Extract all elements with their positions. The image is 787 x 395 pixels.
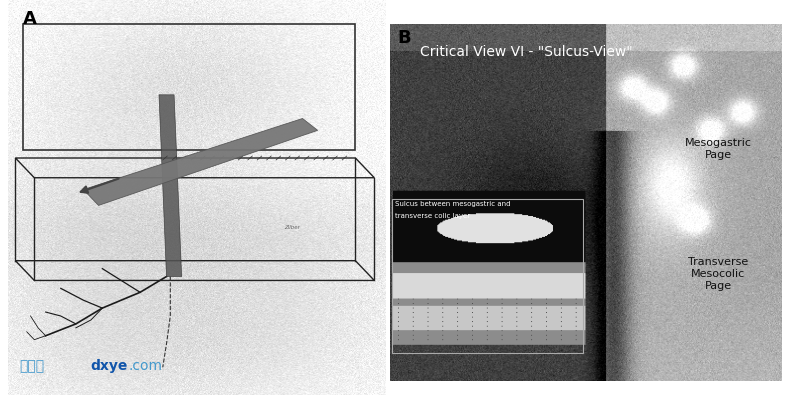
- Text: Transverse
Mesocolic
Page: Transverse Mesocolic Page: [689, 257, 748, 291]
- Text: B: B: [397, 29, 411, 47]
- Polygon shape: [83, 118, 318, 205]
- Text: 丁香叶: 丁香叶: [20, 359, 45, 373]
- Bar: [391, 199, 583, 353]
- Text: .com: .com: [128, 359, 162, 373]
- Text: Mesogastric
Page: Mesogastric Page: [685, 138, 752, 160]
- Text: transverse colic layer: transverse colic layer: [395, 213, 471, 219]
- Text: A: A: [23, 10, 37, 28]
- Bar: [23, 24, 356, 150]
- Text: Zilber: Zilber: [283, 225, 300, 230]
- Text: Sulcus between mesogastric and: Sulcus between mesogastric and: [395, 201, 511, 207]
- Polygon shape: [159, 95, 182, 276]
- Text: dxye: dxye: [91, 359, 127, 373]
- Text: Critical View VI - "Sulcus-View": Critical View VI - "Sulcus-View": [420, 45, 633, 59]
